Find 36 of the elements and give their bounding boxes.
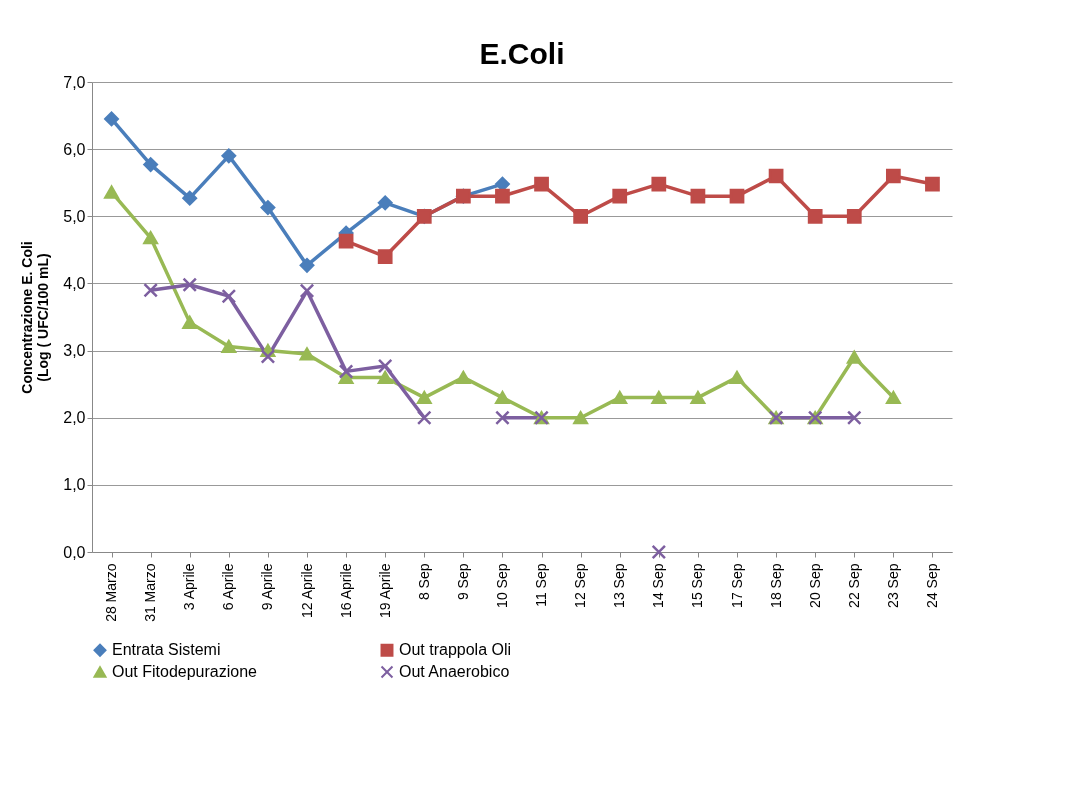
x-tick-label: 12 Sep bbox=[572, 563, 589, 608]
x-tick-label: 19 Aprile bbox=[376, 563, 393, 618]
x-tick-label: 9 Sep bbox=[454, 563, 471, 601]
legend-label: Out Anaerobico bbox=[399, 663, 510, 680]
y-tick-label: 2,0 bbox=[63, 409, 86, 427]
x-tick-label: 23 Sep bbox=[884, 563, 901, 608]
x-tick-label: 14 Sep bbox=[650, 563, 667, 608]
x-tick-label: 12 Aprile bbox=[298, 563, 315, 618]
legend-label: Entrata Sistemi bbox=[112, 641, 221, 659]
x-tick-label: 6 Aprile bbox=[220, 563, 237, 611]
x-tick-label: 8 Sep bbox=[415, 563, 432, 601]
legend-label: Out Fitodepurazione bbox=[112, 663, 258, 680]
x-tick-label: 28 Marzo bbox=[103, 563, 120, 622]
x-tick-label: 10 Sep bbox=[493, 563, 510, 608]
y-tick-label: 7,0 bbox=[63, 73, 86, 91]
y-tick-label: 1,0 bbox=[63, 476, 86, 494]
x-tick-label: 20 Sep bbox=[806, 563, 823, 608]
x-tick-label: 3 Aprile bbox=[181, 563, 198, 611]
x-tick-label: 16 Aprile bbox=[337, 563, 354, 618]
x-tick-label: 15 Sep bbox=[689, 563, 706, 608]
x-tick-label: 31 Marzo bbox=[142, 563, 159, 622]
legend-label: Out trappola Oli bbox=[399, 641, 512, 659]
x-tick-label: 18 Sep bbox=[767, 563, 784, 608]
x-tick-label: 9 Aprile bbox=[259, 563, 276, 611]
x-tick-label: 22 Sep bbox=[845, 563, 862, 608]
y-axis-title: Concentrazione E. Coli (Log ( UFC/100 mL) bbox=[19, 241, 52, 394]
y-tick-label: 0,0 bbox=[63, 543, 86, 561]
y-tick-label: 5,0 bbox=[63, 207, 86, 225]
y-tick-label: 3,0 bbox=[63, 342, 86, 360]
x-tick-label: 11 Sep bbox=[533, 563, 550, 607]
y-tick-label: 6,0 bbox=[63, 140, 86, 158]
x-tick-label: 24 Sep bbox=[923, 563, 940, 608]
x-tick-label: 13 Sep bbox=[611, 563, 628, 608]
x-tick-label: 17 Sep bbox=[728, 563, 745, 608]
chart-title: E.Coli bbox=[479, 37, 565, 70]
y-tick-label: 4,0 bbox=[63, 274, 86, 292]
